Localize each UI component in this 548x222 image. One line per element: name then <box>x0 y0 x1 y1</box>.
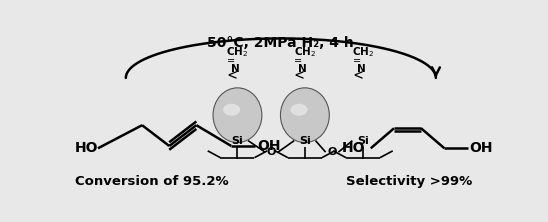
Text: Si: Si <box>357 136 369 146</box>
Text: HO: HO <box>341 141 365 155</box>
Text: Si: Si <box>232 136 243 146</box>
Text: Si: Si <box>299 136 311 146</box>
Text: CH$_2$: CH$_2$ <box>226 45 249 59</box>
Text: HO: HO <box>75 141 98 155</box>
Text: O: O <box>327 147 336 157</box>
Ellipse shape <box>281 88 329 143</box>
Text: Selectivity >99%: Selectivity >99% <box>346 175 472 188</box>
Text: =: = <box>294 56 302 66</box>
Text: <: < <box>295 69 304 84</box>
Ellipse shape <box>223 104 240 116</box>
Text: N: N <box>357 64 366 74</box>
Ellipse shape <box>213 88 262 143</box>
Text: OH: OH <box>469 141 493 155</box>
Text: =: = <box>227 56 235 66</box>
Text: CH$_2$: CH$_2$ <box>294 45 316 59</box>
Text: 50°C, 2MPa H₂, 4 h: 50°C, 2MPa H₂, 4 h <box>208 36 354 50</box>
Text: =: = <box>352 56 361 66</box>
Text: <: < <box>227 69 237 84</box>
Text: <: < <box>353 69 362 84</box>
Ellipse shape <box>290 104 307 116</box>
Text: O: O <box>267 147 276 157</box>
Text: OH: OH <box>257 139 281 153</box>
Text: Conversion of 95.2%: Conversion of 95.2% <box>75 175 229 188</box>
Text: N: N <box>231 64 239 74</box>
Text: N: N <box>298 64 307 74</box>
Text: CH$_2$: CH$_2$ <box>352 45 374 59</box>
